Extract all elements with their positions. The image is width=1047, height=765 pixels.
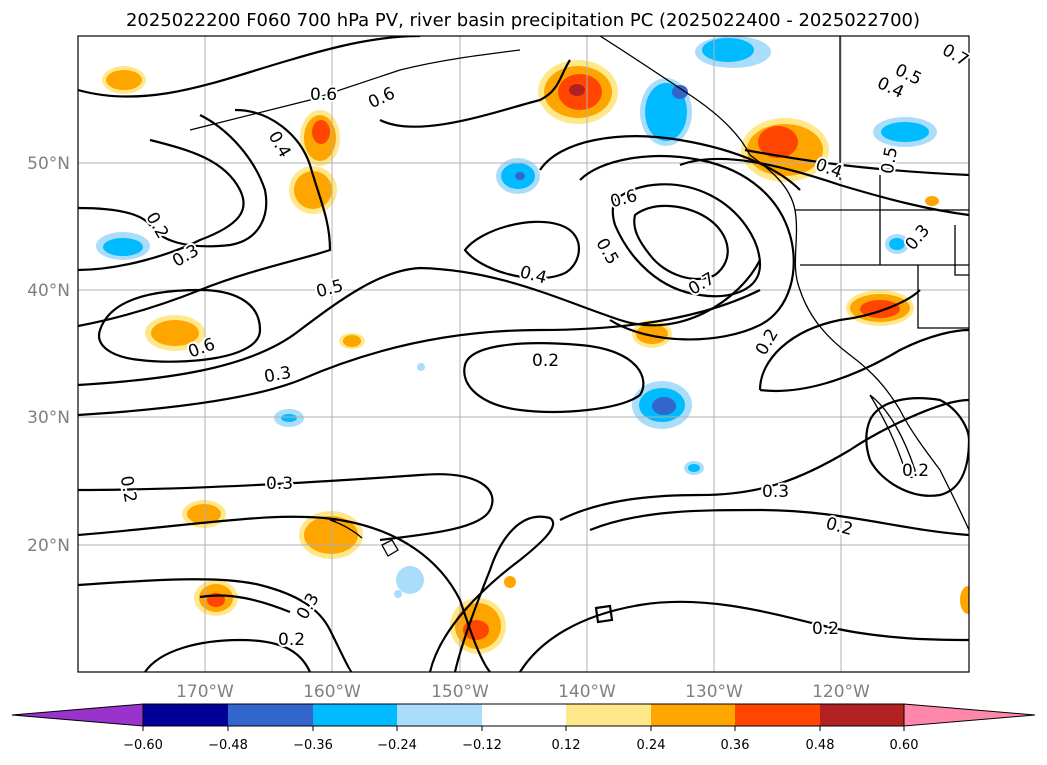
contour-label: 0.2	[278, 630, 305, 650]
map-title: 2025022200 F060 700 hPa PV, river basin …	[126, 10, 920, 31]
lat-label: 50°N	[27, 154, 70, 174]
lat-label: 20°N	[27, 536, 70, 556]
contour-label: 0.2	[812, 619, 839, 639]
lat-label: 40°N	[27, 281, 70, 301]
lon-label: 130°W	[685, 682, 743, 702]
colorbar-tick-label: 0.36	[721, 738, 750, 753]
colorbar-bin	[820, 704, 904, 726]
lat-label: 30°N	[27, 408, 70, 428]
colorbar-bin	[482, 704, 566, 726]
colorbar-ticks	[142, 726, 905, 731]
colorbar-tick-label: 0.12	[552, 738, 581, 753]
map-frame	[77, 35, 970, 673]
colorbar-bin	[651, 704, 735, 726]
pv-contours	[78, 36, 969, 672]
contour-label: 0.6	[310, 85, 337, 105]
contour-label: 0.3	[266, 474, 293, 494]
colorbar-tick-label: −0.12	[462, 738, 502, 753]
latitude-labels: 50°N 40°N 30°N 20°N	[27, 154, 70, 556]
contour-label: 0.2	[902, 461, 929, 481]
coastlines	[189, 36, 969, 557]
colorbar-bin	[566, 704, 651, 726]
map-gridlines	[78, 36, 969, 672]
lon-label: 120°W	[812, 682, 870, 702]
colorbar-tick-label: −0.60	[123, 738, 163, 753]
colorbar-bin	[143, 704, 228, 726]
lon-label: 160°W	[303, 682, 361, 702]
colorbar-tick-label: 0.60	[890, 738, 919, 753]
longitude-labels: 170°W 160°W 150°W 140°W 130°W 120°W	[176, 682, 870, 702]
colorbar-tick-label: 0.24	[637, 738, 666, 753]
contour-label: 0.2	[532, 351, 559, 371]
colorbar-tick-label: −0.24	[377, 738, 417, 753]
colorbar-bin	[735, 704, 820, 726]
colorbar-outline	[142, 703, 905, 727]
colorbar-tick-label: −0.36	[293, 738, 333, 753]
colorbar-tick-label: 0.48	[806, 738, 835, 753]
colorbar-bin	[228, 704, 313, 726]
colorbar: −0.60 −0.48 −0.36 −0.24 −0.12 0.12 0.24 …	[11, 703, 1036, 753]
lon-label: 170°W	[176, 682, 234, 702]
colorbar-bin	[313, 704, 397, 726]
contour-label: 0.3	[762, 482, 789, 502]
lon-label: 150°W	[431, 682, 489, 702]
lon-label: 140°W	[558, 682, 616, 702]
colorbar-bin	[397, 704, 482, 726]
colorbar-tick-label: −0.48	[208, 738, 248, 753]
colorbar-arrow-right	[903, 703, 1036, 727]
colorbar-arrow-left	[11, 703, 144, 727]
